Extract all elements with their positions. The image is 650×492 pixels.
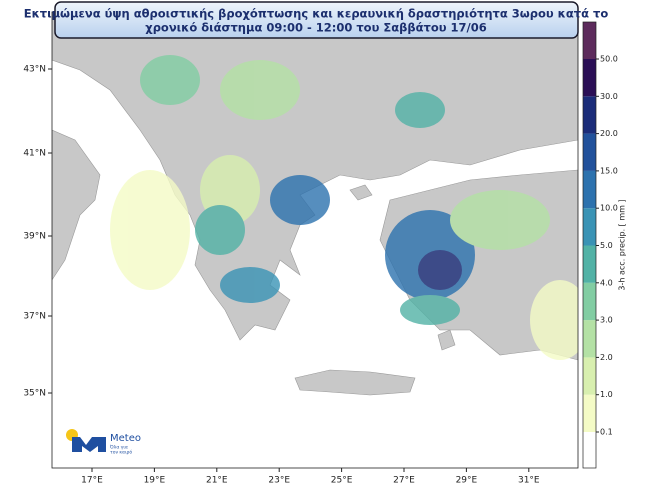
colorbar-label: 3-h acc. precip. [ mm ]: [618, 199, 627, 290]
lon-label: 23°E: [268, 476, 290, 486]
title-line: Εκτιμώμενα ύψη αθροιστικής βροχόπτωσης κ…: [24, 7, 609, 21]
lon-label: 29°E: [456, 476, 478, 486]
colorbar-tick-label: 1.0: [600, 390, 613, 399]
logo-tagline: τον καιρό: [110, 449, 132, 456]
title-box: [54, 1, 579, 39]
colorbar-band: [583, 432, 596, 468]
axes: 17°E 19°E 21°E 23°E 25°E 27°E 29°E 31°E 43°N 41°N…: [23, 65, 540, 486]
colorbar-tick-label: 0.1: [600, 428, 613, 437]
colorbar-band: [583, 133, 596, 171]
colorbar-tick-label: 20.0: [600, 129, 618, 138]
colorbar-band: [583, 59, 596, 97]
lat-label: 35°N: [23, 389, 46, 399]
colorbar-band: [583, 22, 596, 59]
colorbar-band: [583, 357, 596, 395]
logo: Meteo Όλα για τον καιρό: [66, 429, 141, 456]
colorbar-band: [583, 208, 596, 246]
colorbar-tick-label: 10.0: [600, 204, 618, 213]
lat-label: 43°N: [23, 65, 46, 75]
colorbar-band: [583, 96, 596, 134]
colorbar-band: [583, 245, 596, 283]
lon-label: 19°E: [144, 476, 166, 486]
logo-name: Meteo: [110, 433, 141, 444]
colorbar-tick-label: 4.0: [600, 278, 613, 287]
colorbar-tick-label: 15.0: [600, 166, 618, 175]
lon-label: 21°E: [206, 476, 228, 486]
lat-label: 37°N: [23, 312, 46, 322]
lat-label: 39°N: [23, 232, 46, 242]
colorbar-band: [583, 282, 596, 321]
lon-label: 25°E: [331, 476, 353, 486]
map-area: [52, 12, 578, 468]
colorbar-tick-label: 50.0: [600, 55, 618, 64]
logo-tagline: Όλα για: [109, 444, 128, 451]
title-line: χρονικό διάστημα 09:00 - 12:00 του Σαββά…: [145, 21, 486, 35]
colorbar-tick-label: 2.0: [600, 353, 613, 362]
colorbar-tick-label: 30.0: [600, 92, 618, 101]
colorbar-tick-label: 5.0: [600, 241, 613, 250]
colorbar: 0.1 1.0 2.0 3.0 4.0 5.0 10.0 15.0 20.0 30.0 50.0 3-…: [582, 21, 627, 469]
lat-label: 41°N: [23, 149, 46, 159]
colorbar-tick-label: 3.0: [600, 316, 613, 325]
lon-label: 17°E: [81, 476, 103, 486]
lon-label: 27°E: [393, 476, 415, 486]
colorbar-band: [583, 394, 596, 432]
lon-label: 31°E: [518, 476, 540, 486]
colorbar-band: [583, 320, 596, 358]
colorbar-band: [583, 170, 596, 209]
